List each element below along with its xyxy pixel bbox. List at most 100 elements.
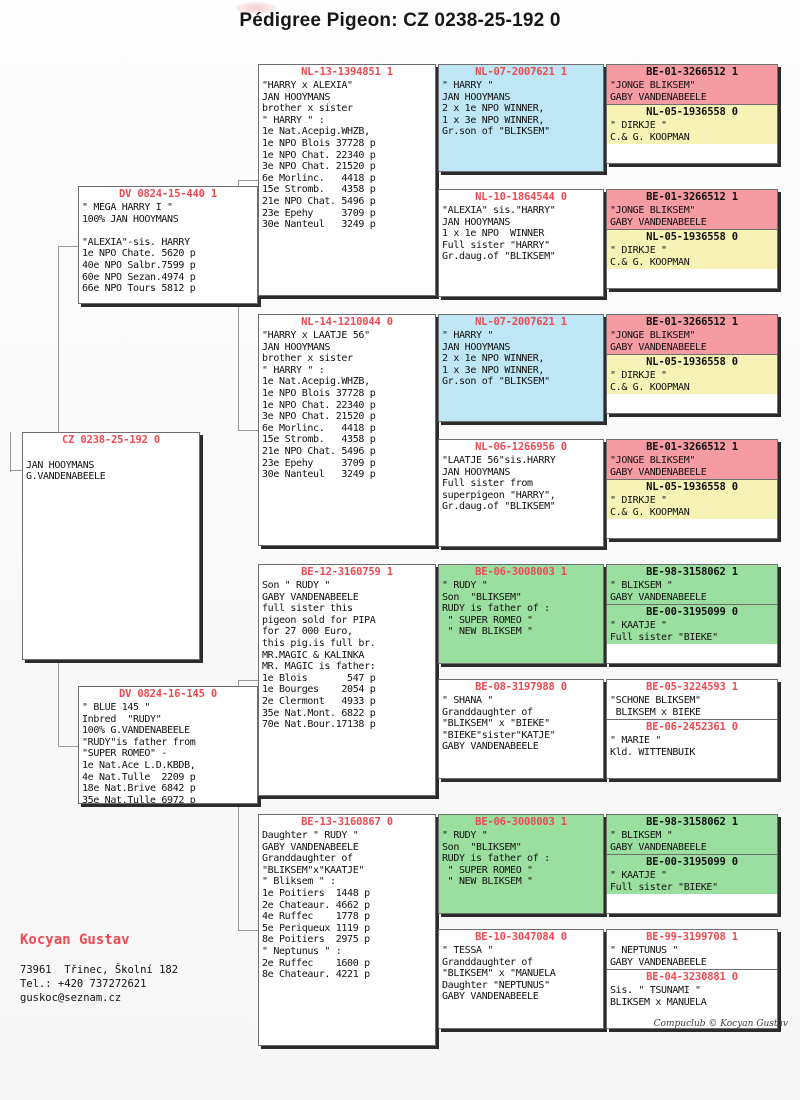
pedigree-box-gen2-2[interactable]: DV 0824-16-145 0 " BLUE 145 " Inbred "RUDY… — [78, 686, 258, 804]
gen3-4-detail-line: "BLIKSEM"x"KAATJE" — [262, 864, 365, 876]
gen5-5-bottom-details: " KAATJE " Full sister "BIEKE" — [607, 620, 777, 644]
gen4-6-detail-line: Granddaughter of — [442, 706, 533, 718]
gen5-6-top-detail-line: BLIKSEM x BIEKE — [610, 706, 701, 718]
pedigree-box-gen3-4[interactable]: BE-13-3160867 0 Daughter " RUDY " GABY VAN… — [258, 814, 436, 1046]
gen5-7-bottom-ring-number: BE-00-3195099 0 — [646, 856, 738, 869]
gen4-4-ring-number: NL-06-1266956 0 — [475, 441, 567, 453]
gen5-5-bottom-detail-line: " KAATJE " — [610, 620, 667, 632]
pedigree-box-gen5-6[interactable]: BE-05-3224593 1 "SCHONE BLIKSEM" BLIKSEM … — [606, 679, 778, 779]
gen3-2-detail-line: 1e Nat.Acepig.WHZB, — [262, 376, 370, 388]
gen5-3-top-ring-number: BE-01-3266512 1 — [646, 316, 738, 328]
gen3-3-panel: BE-12-3160759 1 Son " RUDY " GABY VANDENAB… — [259, 565, 435, 732]
gen3-4-detail-line: 5e Periqueux 1119 p — [262, 922, 370, 934]
gen4-7-detail-line: Son "BLIKSEM" — [442, 841, 522, 853]
pedigree-box-gen3-3[interactable]: BE-12-3160759 1 Son " RUDY " GABY VANDENAB… — [258, 564, 436, 796]
pedigree-box-gen5-8[interactable]: BE-99-3199708 1 " NEPTUNUS " GABY VANDENAB… — [606, 929, 778, 1029]
gen5-7-top-panel: BE-98-3158062 1 " BLIKSEM " GABY VANDENABE… — [607, 815, 777, 855]
gen3-1-detail-line: 1e NPO Chat. 22340 p — [262, 149, 376, 161]
gen5-6-bottom-details: " MARIE " Kld. WITTENBUIK — [607, 735, 777, 759]
gen2-2-detail-line: 1e Nat.Ace L.D.KBDB, — [82, 759, 196, 771]
gen5-2-top-detail-line: GABY VANDENABEELE — [610, 216, 707, 228]
gen3-2-detail-line: 1e NPO Chat. 22340 p — [262, 399, 376, 411]
gen2-2-detail-line: "RUDY"is father from — [82, 736, 196, 748]
gen4-4-detail-line: superpigeon "HARRY", — [442, 489, 556, 501]
gen5-6-top-detail-line: "SCHONE BLIKSEM" — [610, 695, 701, 706]
gen4-6-detail-line: GABY VANDENABEELE — [442, 741, 539, 753]
pedigree-box-gen5-5[interactable]: BE-98-3158062 1 " BLIKSEM " GABY VANDENABE… — [606, 564, 778, 664]
pedigree-box-gen4-8[interactable]: BE-10-3047084 0 " TESSA " Granddaughter of… — [438, 929, 604, 1029]
gen4-1-panel: NL-07-2007621 1 " HARRY " JAN HOOYMANS 2 x … — [439, 65, 603, 139]
gen5-5-top-ring-number: BE-98-3158062 1 — [646, 566, 738, 578]
gen4-5-details: " RUDY " Son "BLIKSEM" RUDY is father of :… — [439, 580, 603, 639]
subject-ring-number: CZ 0238-25-192 0 — [62, 434, 160, 446]
gen4-5-ring-number: BE-06-3008003 1 — [475, 566, 567, 578]
gen3-1-detail-line: 21e NPO Chat. 5496 p — [262, 195, 376, 207]
gen3-1-details: "HARRY x ALEXIA" JAN HOOYMANS brother x si… — [259, 80, 435, 232]
gen3-3-ring-number: BE-12-3160759 1 — [301, 566, 393, 578]
pedigree-box-gen5-4[interactable]: BE-01-3266512 1 "JONGE BLIKSEM" GABY VANDE… — [606, 439, 778, 539]
pedigree-box-gen4-1[interactable]: NL-07-2007621 1 " HARRY " JAN HOOYMANS 2 x … — [438, 64, 604, 172]
gen2-1-detail-line — [82, 225, 255, 237]
pedigree-box-gen4-7[interactable]: BE-06-3008003 1 " RUDY " Son "BLIKSEM" RUDY… — [438, 814, 604, 914]
gen5-8-top-details: " NEPTUNUS " GABY VANDENABEELE — [607, 945, 777, 969]
gen2-2-detail-line: 35e Nat.Tulle 6972 p — [82, 794, 196, 804]
pedigree-box-gen5-1[interactable]: BE-01-3266512 1 "JONGE BLIKSEM" GABY VANDE… — [606, 64, 778, 164]
gen2-2-detail-line: " BLUE 145 " — [82, 702, 151, 713]
gen3-3-detail-line: 1e Blois 547 p — [262, 672, 376, 684]
gen4-3-detail-line: JAN HOOYMANS — [442, 341, 511, 353]
pedigree-box-gen3-2[interactable]: NL-14-1210044 0 "HARRY x LAATJE 56" JAN HO… — [258, 314, 436, 546]
gen5-8-top-panel: BE-99-3199708 1 " NEPTUNUS " GABY VANDENAB… — [607, 930, 777, 970]
gen4-2-detail-line: "ALEXIA" sis."HARRY" — [442, 205, 556, 216]
gen4-4-detail-line: JAN HOOYMANS — [442, 466, 511, 478]
gen5-2-bottom-ring-number: NL-05-1936558 0 — [646, 231, 738, 244]
pedigree-box-gen2-1[interactable]: DV 0824-15-440 1 " MEGA HARRY I " 100% JAN… — [78, 186, 258, 304]
gen3-4-panel: BE-13-3160867 0 Daughter " RUDY " GABY VAN… — [259, 815, 435, 982]
gen5-3-bottom-ring-number: NL-05-1936558 0 — [646, 356, 738, 369]
gen3-3-detail-line: GABY VANDENABEELE — [262, 591, 359, 603]
gen2-1-detail-line: " MEGA HARRY I " — [82, 202, 173, 213]
gen5-5-top-details: " BLIKSEM " GABY VANDENABEELE — [607, 580, 777, 604]
pedigree-box-gen4-3[interactable]: NL-07-2007621 1 " HARRY " JAN HOOYMANS 2 x … — [438, 314, 604, 422]
gen5-2-top-ring-number: BE-01-3266512 1 — [646, 191, 738, 203]
pedigree-box-gen5-7[interactable]: BE-98-3158062 1 " BLIKSEM " GABY VANDENABE… — [606, 814, 778, 914]
pedigree-box-gen5-3[interactable]: BE-01-3266512 1 "JONGE BLIKSEM" GABY VANDE… — [606, 314, 778, 414]
gen4-4-detail-line: Full sister from — [442, 478, 533, 490]
pedigree-box-gen5-2[interactable]: BE-01-3266512 1 "JONGE BLIKSEM" GABY VANDE… — [606, 189, 778, 289]
gen4-8-detail-line: "BLIKSEM" x "MANUELA — [442, 968, 556, 980]
gen5-5-bottom-panel: BE-00-3195099 0 " KAATJE " Full sister "BI… — [607, 604, 777, 645]
gen4-6-detail-line: "BIEKE"sister"KATJE" — [442, 729, 556, 741]
gen5-8-bottom-panel: BE-04-3230881 0 Sis. " TSUNAMI " BLIKSEM x… — [607, 969, 777, 1010]
gen2-1-ring-number: DV 0824-15-440 1 — [119, 188, 217, 200]
gen3-2-detail-line: 1e NPO Blois 37728 p — [262, 387, 376, 399]
gen3-4-detail-line: 4e Ruffec 1778 p — [262, 911, 370, 923]
gen3-4-detail-line: 2e Ruffec 1600 p — [262, 957, 370, 969]
gen4-5-detail-line: RUDY is father of : — [442, 603, 550, 615]
gen5-6-top-details: "SCHONE BLIKSEM" BLIKSEM x BIEKE — [607, 695, 777, 719]
gen5-7-bottom-details: " KAATJE " Full sister "BIEKE" — [607, 870, 777, 894]
gen5-7-bottom-detail-line: Full sister "BIEKE" — [610, 881, 718, 893]
owner-email: guskoc@seznam.cz — [20, 992, 122, 1004]
gen4-1-detail-line: 1 x 3e NPO WINNER, — [442, 114, 545, 126]
pedigree-box-subject[interactable]: CZ 0238-25-192 0 JAN HOOYMANS G.VANDENABE… — [22, 432, 200, 660]
gen3-3-detail-line: MR.MAGIC & KALINKA — [262, 649, 365, 661]
subject-details: JAN HOOYMANS G.VANDENABEELE — [23, 448, 199, 484]
gen2-2-detail-line: Inbred "RUDY" — [82, 713, 162, 725]
gen3-1-detail-line: 15e Stromb. 4358 p — [262, 184, 376, 196]
gen4-2-detail-line: Full sister "HARRY" — [442, 239, 550, 251]
pedigree-box-gen4-2[interactable]: NL-10-1864544 0 "ALEXIA" sis."HARRY" JAN H… — [438, 189, 604, 297]
pedigree-box-gen4-5[interactable]: BE-06-3008003 1 " RUDY " Son "BLIKSEM" RUDY… — [438, 564, 604, 664]
owner-contact: 73961 Třinec, Školní 182 Tel.: +420 7372… — [20, 963, 178, 1005]
pedigree-box-gen4-4[interactable]: NL-06-1266956 0 "LAATJE 56"sis.HARRY JAN H… — [438, 439, 604, 547]
gen3-4-details: Daughter " RUDY " GABY VANDENABEELE Grandd… — [259, 830, 435, 982]
gen3-2-detail-line: 30e Nanteul 3249 p — [262, 469, 376, 481]
gen3-4-detail-line: GABY VANDENABEELE — [262, 841, 359, 853]
pedigree-box-gen4-6[interactable]: BE-08-3197988 0 " SHANA " Granddaughter of… — [438, 679, 604, 779]
gen3-3-detail-line: 70e Nat.Bour.17138 p — [262, 719, 376, 731]
owner-phone: Tel.: +420 737272621 — [20, 978, 147, 990]
gen3-2-detail-line: brother x sister — [262, 353, 353, 365]
gen5-3-top-details: "JONGE BLIKSEM" GABY VANDENABEELE — [607, 330, 777, 354]
gen5-8-bottom-detail-line: BLIKSEM x MANUELA — [610, 996, 707, 1008]
pedigree-box-gen3-1[interactable]: NL-13-1394851 1 "HARRY x ALEXIA" JAN HOOYM… — [258, 64, 436, 296]
gen5-4-bottom-panel: NL-05-1936558 0 " DIRKJE " C.& G. KOOPMAN — [607, 479, 777, 520]
gen3-4-detail-line: " Neptunus " : — [262, 945, 342, 957]
